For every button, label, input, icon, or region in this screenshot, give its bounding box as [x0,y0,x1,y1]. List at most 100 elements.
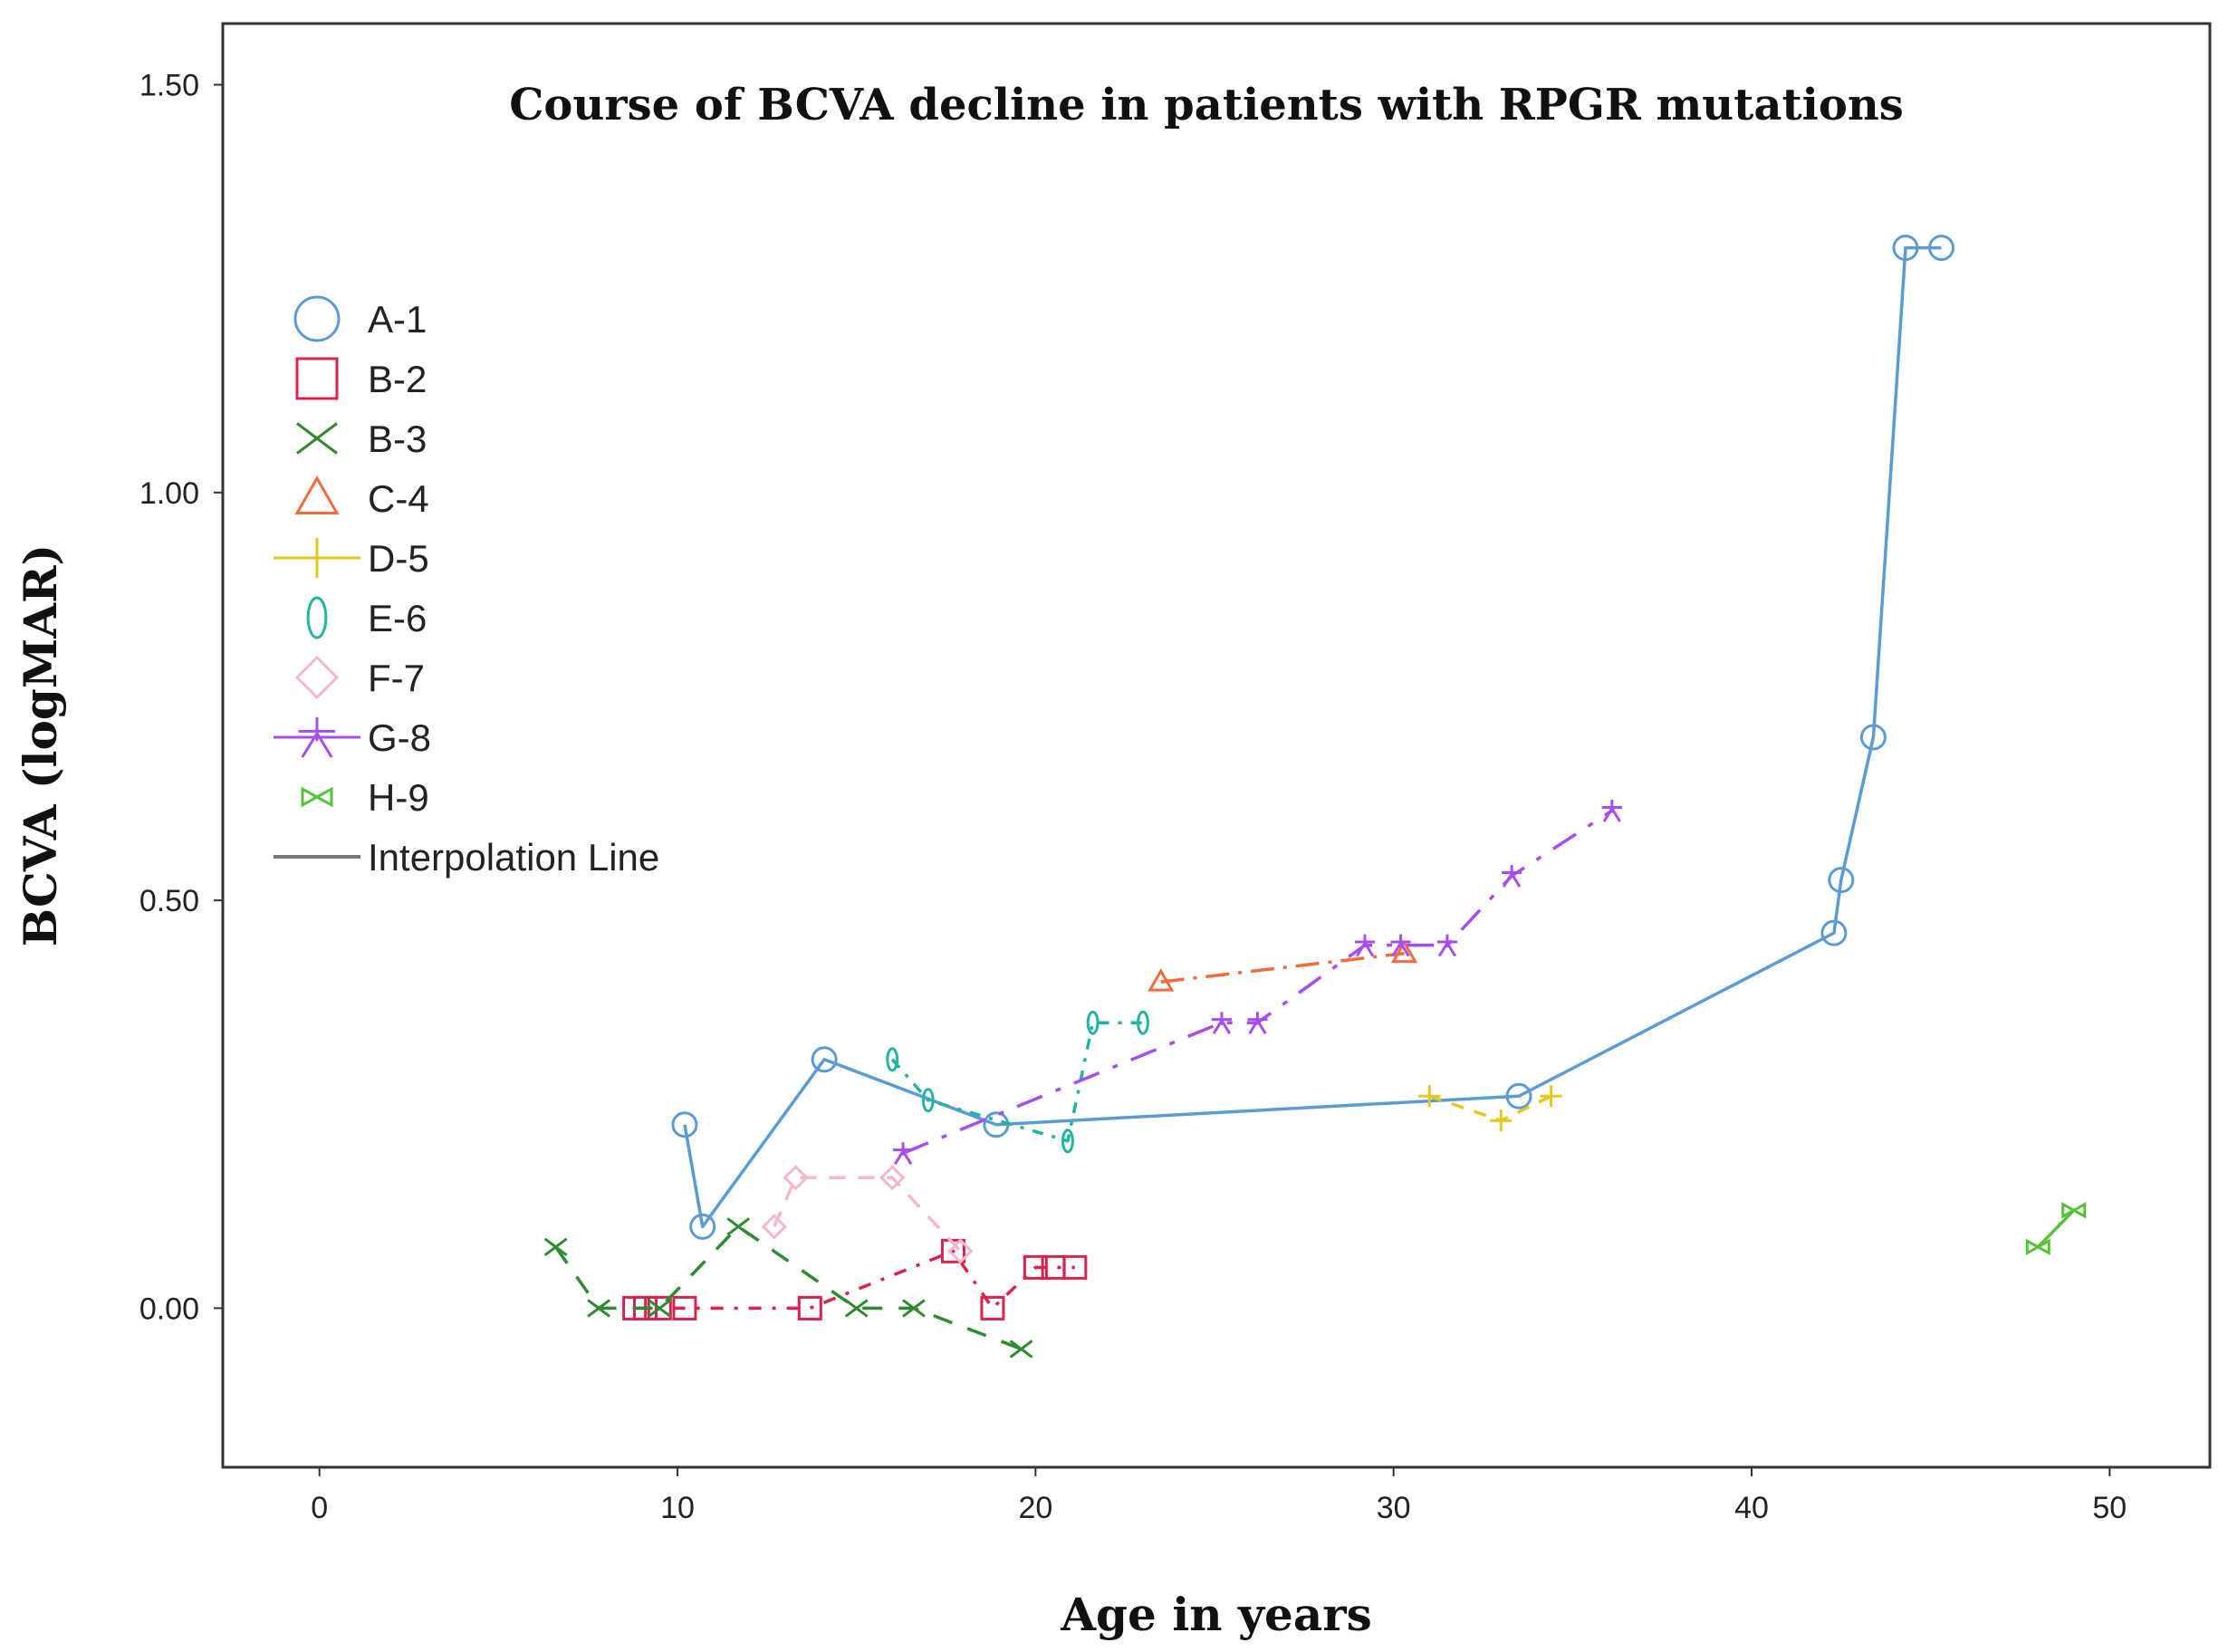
marker-shape [1148,968,1175,992]
legend-item-b-3: B-3 [296,418,427,460]
data-point [783,1165,809,1191]
data-point [1061,1129,1074,1154]
marker-shape [301,786,333,808]
legend-item-c-4: C-4 [294,475,429,520]
data-point [1436,934,1458,957]
data-point [1148,968,1175,992]
marker-shape [294,475,340,514]
data-point [940,1238,965,1263]
marker-shape [1390,939,1418,964]
data-point [811,1046,838,1073]
data-point [648,1299,672,1318]
marker-shape [1436,934,1458,957]
data-point [1086,1010,1100,1035]
data-point [921,1088,935,1113]
legend-marker [294,475,340,514]
marker-shape [1390,934,1411,957]
marker-shape [811,1046,838,1073]
chart-title: Course of BCVA decline in patients with … [509,80,1904,130]
series-line [2036,1209,2076,1249]
marker-shape [296,422,338,455]
series-line [890,1021,1143,1143]
data-point [886,1047,899,1072]
legend-marker [298,717,336,758]
legend-marker [301,786,333,808]
legend-label: E-6 [368,597,427,639]
legend-marker [296,422,338,455]
marker-shape [921,1088,935,1113]
x-axis: 0 10 20 30 40 50 [311,1467,2127,1525]
series-line [773,1176,962,1253]
marker-shape [648,1299,672,1318]
series-line [1160,951,1405,984]
legend-label: B-2 [368,358,427,400]
marker-shape [1137,1010,1149,1035]
marker-shape [294,655,340,700]
y-tick-label: 1.50 [139,69,199,103]
data-point [797,1295,822,1321]
data-point [2061,1202,2087,1219]
legend-label: Interpolation Line [368,836,659,879]
legend-label: C-4 [368,477,429,520]
data-point [1390,939,1418,964]
data-point [1502,865,1522,888]
legend-item-g-8: G-8 [274,716,431,759]
marker-shape [1009,1340,1033,1359]
marker-shape [2025,1238,2050,1255]
data-point [1859,724,1887,751]
marker-shape [1892,235,1919,262]
marker-shape [689,1213,716,1240]
marker-shape [1601,800,1622,822]
legend-item-interpolation: Interpolation Line [274,836,659,879]
legend-item-f-7: F-7 [294,655,425,700]
legend-item-a-1: A-1 [293,295,427,342]
data-point [1390,934,1411,957]
x-tick-label: 20 [1018,1491,1052,1525]
legend-label: F-7 [368,657,425,699]
data-point [902,1299,926,1318]
marker-shape [1490,1109,1513,1132]
data-point [1928,235,1955,262]
data-point [947,1238,974,1264]
series-b-2 [622,1238,1088,1321]
marker-shape [1061,1129,1074,1154]
y-tick-label: 0.50 [139,884,199,918]
y-axis-title: BCVA (logMAR) [14,544,67,946]
marker-shape [844,1299,869,1318]
data-point [844,1299,869,1318]
marker-shape [1355,934,1376,957]
data-point [1009,1340,1033,1359]
data-point [879,1165,906,1191]
series-a-1 [671,235,1955,1240]
series-b-3 [543,1217,1033,1359]
data-point [1892,235,1919,262]
marker-shape [940,1238,965,1263]
x-tick-label: 40 [1734,1491,1769,1525]
marker-shape [1505,1082,1532,1109]
legend-marker [306,596,328,639]
x-axis-title: Age in years [1060,1588,1371,1641]
data-point [980,1295,1005,1321]
series-line [902,809,1613,1155]
legend-item-b-2: B-2 [295,357,427,400]
data-point [726,1217,751,1236]
x-tick-label: 50 [2092,1491,2127,1525]
data-point [672,1295,697,1321]
legend-label: D-5 [368,537,429,580]
marker-shape [671,1111,698,1138]
marker-shape [1247,1012,1268,1034]
legend-marker [293,295,341,342]
series-line [634,1249,1075,1311]
x-tick-label: 0 [311,1491,328,1525]
series-f-7 [761,1165,974,1264]
data-point [1505,1082,1532,1109]
marker-shape [1502,865,1522,888]
legend-label: B-3 [368,418,427,460]
marker-shape [879,1165,906,1191]
marker-shape [293,295,341,342]
legend-marker [295,357,339,400]
data-point [543,1237,568,1257]
marker-shape [1820,919,1848,946]
data-point [1355,934,1376,957]
